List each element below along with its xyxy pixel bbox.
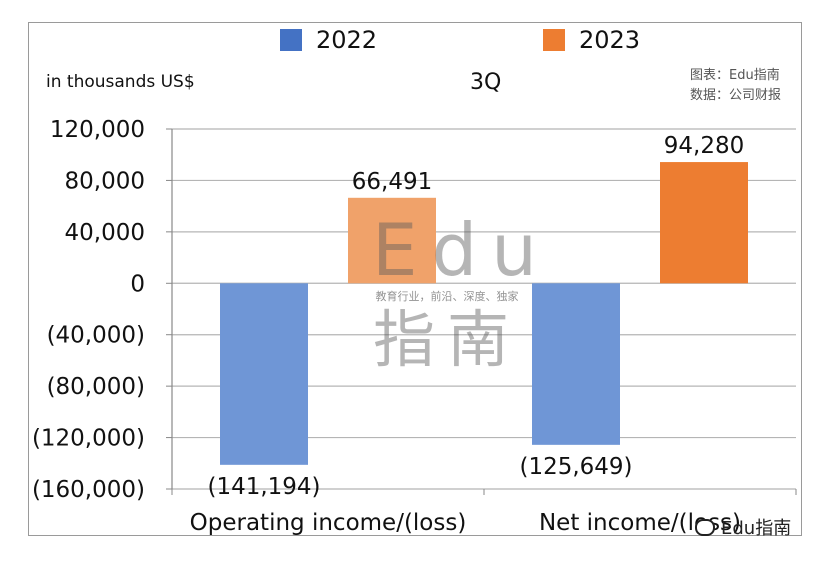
watermark-brand: Edu: [372, 208, 551, 292]
legend-label-2022: 2022: [316, 26, 378, 54]
y-tick-label: (40,000): [47, 323, 145, 349]
y-tick-label: 80,000: [65, 168, 145, 194]
chart-frame: [28, 22, 802, 536]
y-tick-label: 0: [130, 271, 145, 297]
bar-2023-0: [348, 197, 436, 284]
bar-2023-1: [660, 162, 748, 284]
legend-item-2022: 2022: [280, 26, 378, 54]
legend-swatch-2022: [280, 29, 302, 51]
source-data-credit: 数据：公司财报: [690, 88, 782, 103]
y-tick-label: 120,000: [50, 117, 145, 143]
y-tick-label: (120,000): [32, 426, 145, 452]
x-category-label: Operating income/(loss): [190, 510, 467, 536]
watermark: Edu 教育行业，前沿、深度、独家 指南: [372, 208, 551, 376]
corner-watermark-text: Edu指南: [721, 518, 792, 539]
bar-2022-0: [220, 283, 308, 465]
chart-title: 3Q: [470, 70, 502, 95]
data-label: 66,491: [352, 169, 432, 195]
source-chart-credit: 图表：Edu指南: [690, 68, 780, 83]
y-tick-label: (80,000): [47, 374, 145, 400]
wechat-icon: [695, 518, 715, 536]
y-axis-unit-label: in thousands US$: [46, 72, 195, 92]
data-label: (141,194): [207, 474, 320, 500]
data-label: 94,280: [664, 133, 744, 159]
legend-item-2023: 2023: [543, 26, 641, 54]
legend-swatch-2023: [543, 29, 565, 51]
bar-2022-1: [532, 283, 620, 445]
legend-label-2023: 2023: [579, 26, 641, 54]
watermark-chinese: 指南: [372, 303, 521, 376]
y-tick-label: (160,000): [32, 477, 145, 503]
corner-watermark: Edu指南: [695, 514, 791, 540]
y-tick-label: 40,000: [65, 220, 145, 246]
data-label: (125,649): [519, 454, 632, 480]
watermark-tagline: 教育行业，前沿、深度、独家: [375, 290, 519, 303]
